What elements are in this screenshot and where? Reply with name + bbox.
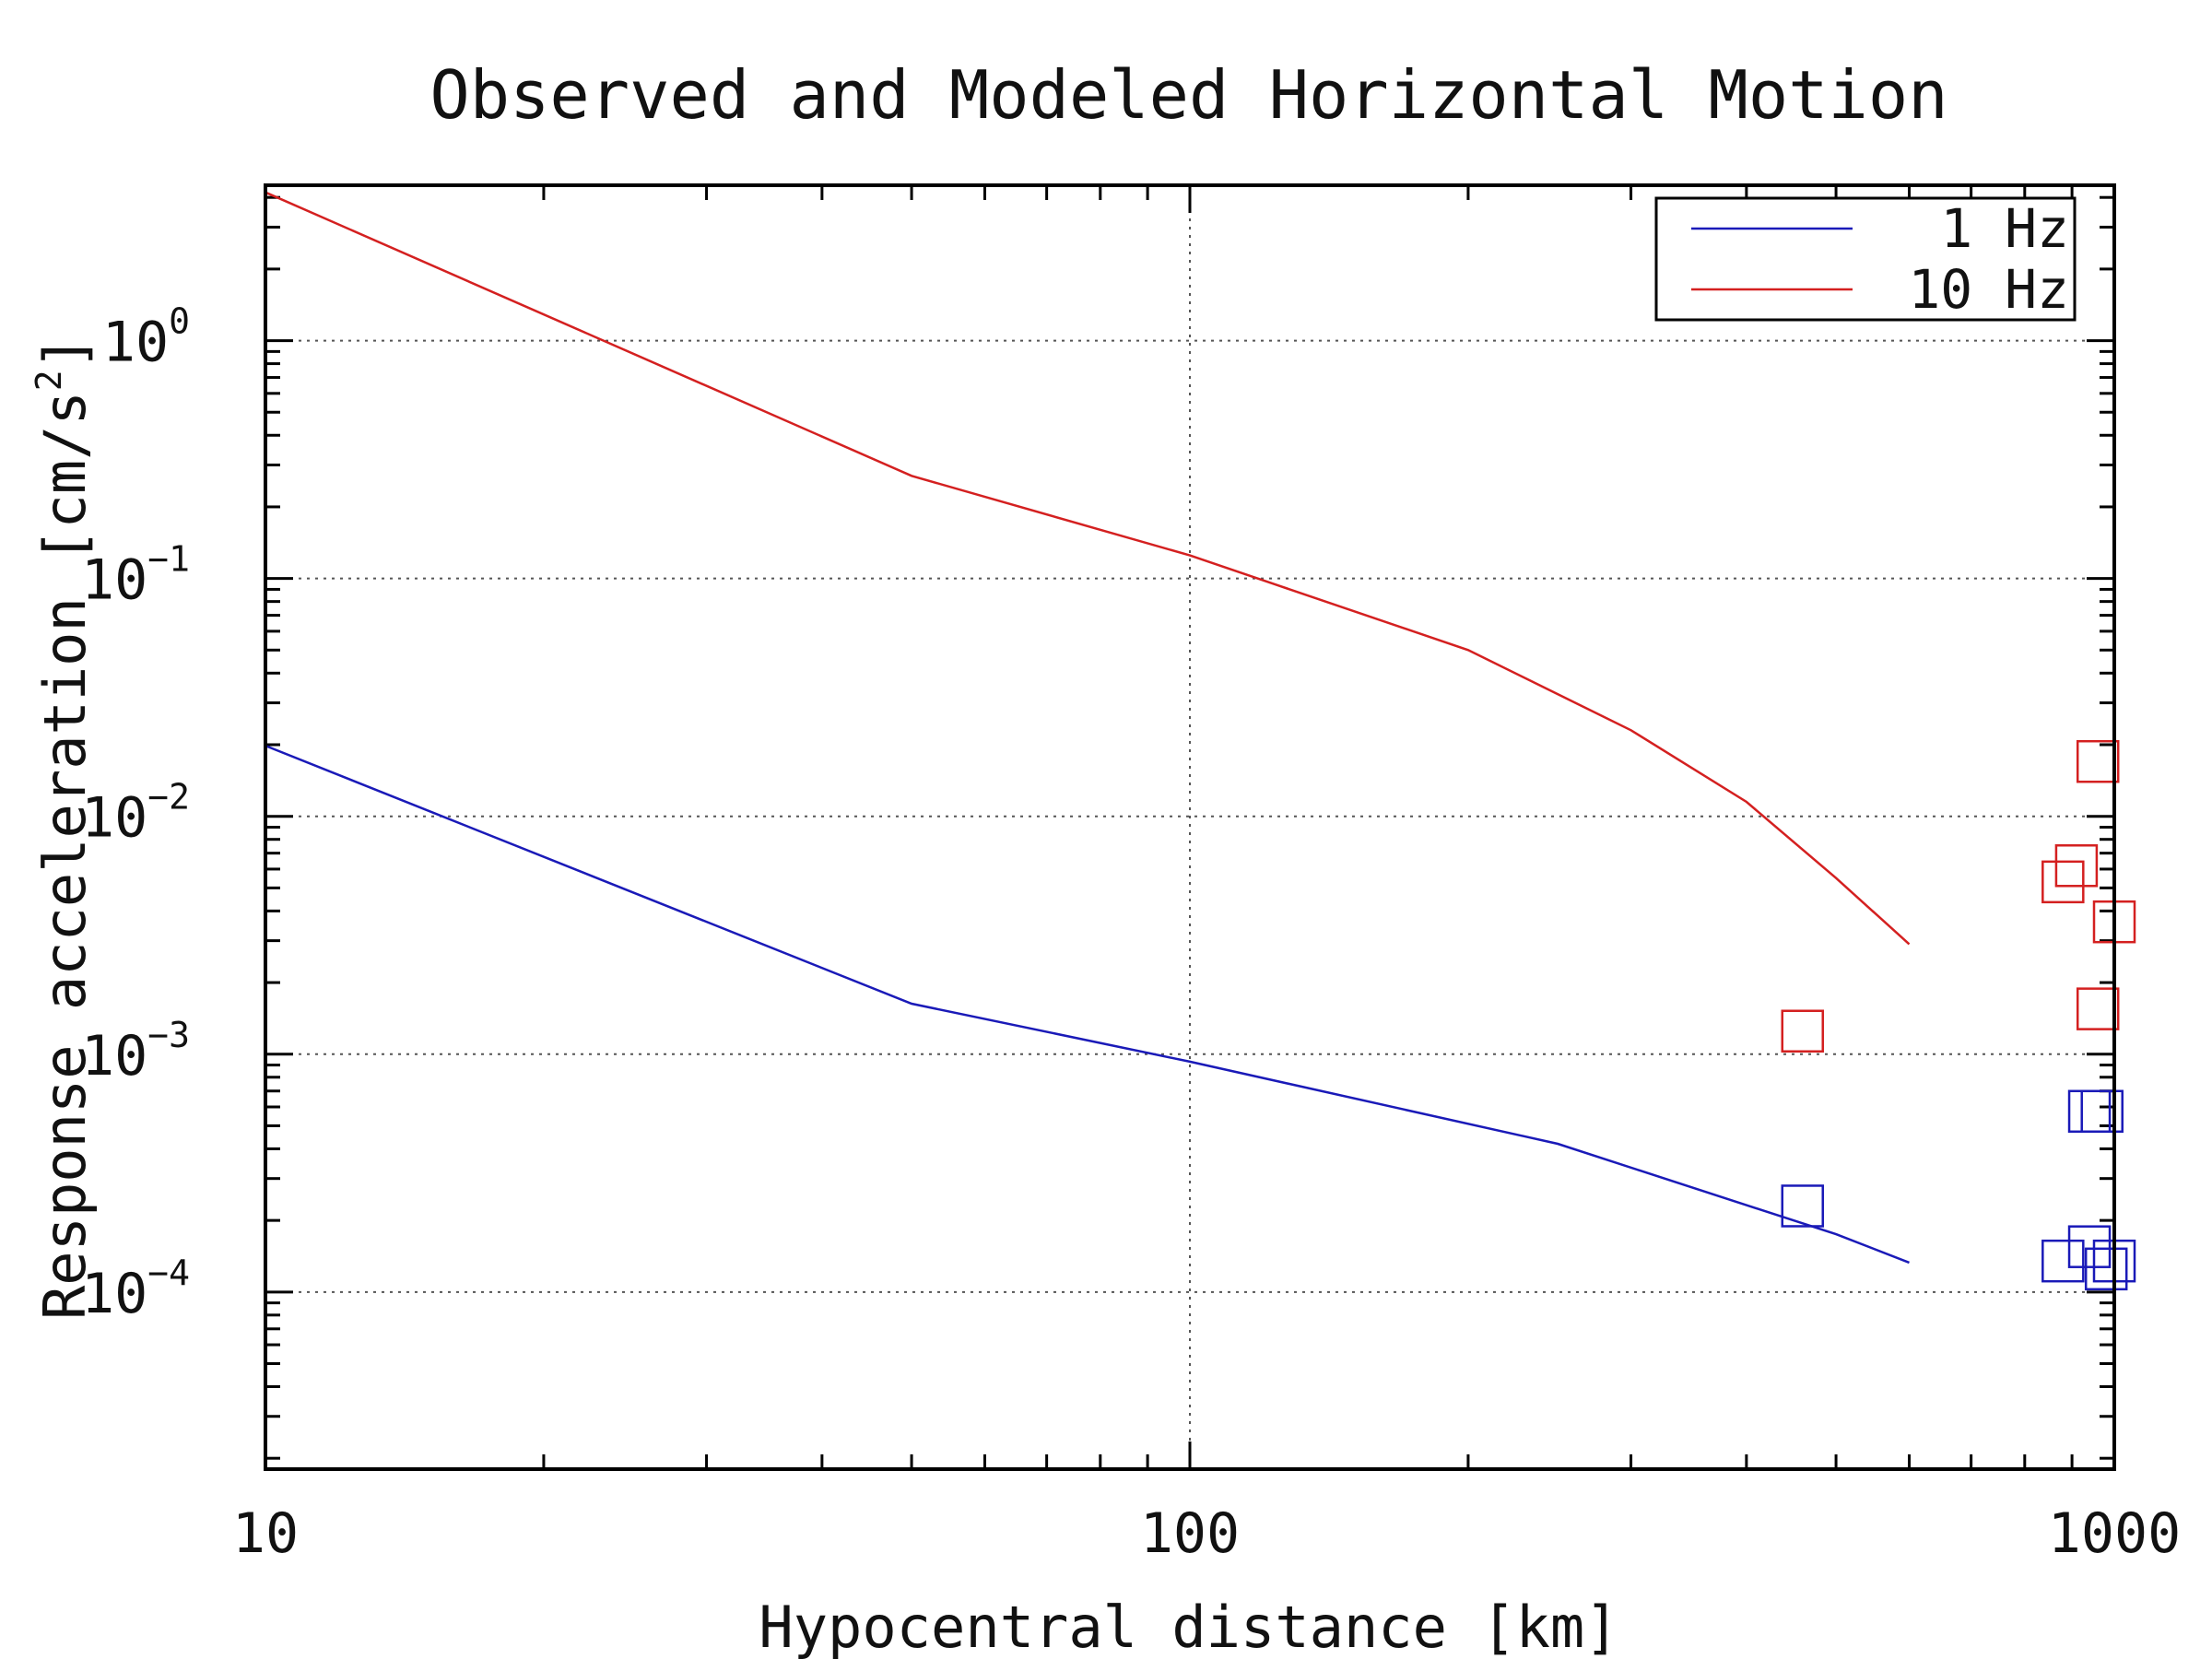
y-tick-label: 10−4 bbox=[81, 1253, 190, 1326]
x-tick-labels: 10 100 1000 bbox=[232, 1501, 2181, 1566]
y-tick-label-exponent: −4 bbox=[147, 1253, 190, 1293]
observed-point-1hz bbox=[2067, 1225, 2112, 1268]
observed-point-10hz bbox=[2076, 987, 2120, 1030]
x-axis-label: Hypocentral distance [km] bbox=[759, 1594, 1618, 1659]
y-tick-label: 100 bbox=[102, 301, 190, 375]
observed-point-10hz bbox=[1781, 1009, 1824, 1053]
y-tick-label-base: 10 bbox=[81, 1262, 147, 1326]
y-axis-label-sup: 2 bbox=[29, 370, 69, 391]
observed-point-1hz bbox=[1781, 1184, 1824, 1228]
x-tick-label: 10 bbox=[232, 1501, 299, 1566]
observed-point-1hz bbox=[2080, 1089, 2124, 1134]
series-layer bbox=[265, 191, 1911, 1265]
y-tick-label: 10−1 bbox=[81, 539, 190, 613]
y-tick-label-exponent: −2 bbox=[147, 777, 190, 818]
observed-markers bbox=[1781, 739, 2136, 1291]
series-line-10hz bbox=[265, 191, 1911, 946]
legend: 1 Hz 10 Hz bbox=[1654, 196, 2077, 322]
y-tick-label-base: 10 bbox=[81, 1024, 147, 1088]
y-axis-label-main: Response acceleration [cm/s bbox=[31, 391, 99, 1320]
series-line-1hz bbox=[265, 744, 1910, 1265]
y-tick-label: 10−2 bbox=[81, 777, 190, 851]
y-tick-label-exponent: −1 bbox=[147, 539, 190, 580]
x-tick-label: 1000 bbox=[2048, 1501, 2182, 1566]
y-tick-label-base: 10 bbox=[102, 311, 169, 375]
y-tick-label-exponent: −3 bbox=[147, 1015, 190, 1055]
observed-point-1hz bbox=[2041, 1239, 2085, 1283]
legend-label-1hz: 1 Hz bbox=[1940, 197, 2069, 260]
y-tick-label: 10−3 bbox=[81, 1015, 190, 1088]
y-tick-label-exponent: 0 bbox=[169, 301, 190, 342]
y-axis-label-end: ] bbox=[31, 335, 99, 370]
observed-point-10hz bbox=[2054, 844, 2099, 888]
x-tick-label: 100 bbox=[1140, 1501, 1240, 1566]
chart-title: Observed and Modeled Horizontal Motion bbox=[429, 56, 1947, 134]
y-tick-label-base: 10 bbox=[81, 548, 147, 613]
observed-point-10hz bbox=[2076, 739, 2120, 783]
y-tick-label-base: 10 bbox=[81, 786, 147, 851]
grid-lines bbox=[265, 185, 2114, 1469]
legend-box bbox=[1654, 196, 2077, 322]
observed-point-1hz bbox=[2084, 1247, 2128, 1291]
plot-frame bbox=[264, 183, 2116, 1471]
y-axis-label: Response acceleration [cm/s2] bbox=[29, 335, 99, 1320]
legend-label-10hz: 10 Hz bbox=[1908, 258, 2069, 321]
observed-point-10hz bbox=[2041, 860, 2085, 904]
axis-ticks bbox=[264, 185, 2114, 1469]
